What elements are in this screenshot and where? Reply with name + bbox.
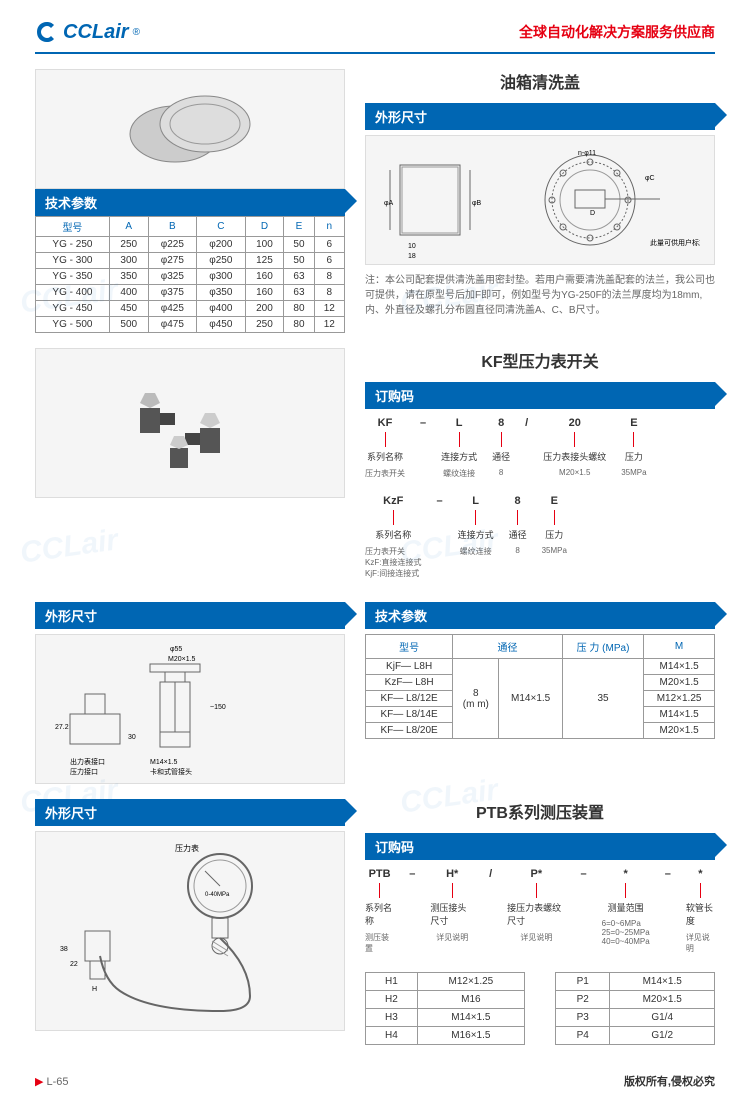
product-photo-cover [35, 69, 345, 189]
svg-text:φB: φB [472, 200, 482, 207]
logo-icon [35, 20, 59, 44]
page-footer: ▶ L-65 版权所有,侵权必究 [35, 1065, 715, 1089]
logo-text: CCLair [63, 21, 129, 44]
svg-text:φC: φC [645, 175, 655, 182]
svg-text:D: D [590, 210, 595, 217]
ptb-p-table: P1M14×1.5P2M20×1.5P3G1/4P4G1/2 [555, 972, 715, 1045]
order-code-kf1: KF系列名称压力表开关–L连接方式螺纹连接8通径8/20压力表接头螺纹M20×1… [365, 409, 715, 487]
kf-spec-table: 型号通径压 力 (MPa)M KjF— L8H8 (m m)M14×1.535M… [365, 634, 715, 739]
copyright: 版权所有,侵权必究 [624, 1073, 715, 1089]
svg-text:M14×1.5: M14×1.5 [150, 759, 178, 766]
product-photo-kf [35, 348, 345, 498]
svg-text:压力表: 压力表 [175, 843, 199, 853]
svg-text:10: 10 [408, 243, 416, 250]
order-header-2: 订购码 [365, 382, 715, 409]
dimension-diagram-3: 压力表 0-40MPa 38 22 H [35, 831, 345, 1031]
svg-text:φ55: φ55 [170, 646, 182, 653]
dimension-diagram-2: φ55 M20×1.5 ~150 27.2 30 出力表接口压力接口 M14×1.… [35, 634, 345, 784]
tagline: 全球自动化解决方案服务供应商 [519, 22, 715, 42]
logo: CCLair ® [35, 20, 140, 44]
tech-params-header: 技术参数 [35, 189, 345, 216]
page-number: ▶ L-65 [35, 1075, 69, 1088]
note-1: 注：本公司配套提供清洗盖用密封垫。若用户需要清洗盖配套的法兰，我公司也可提供，请… [365, 273, 715, 318]
section-title-1: 油箱清洗盖 [365, 69, 715, 93]
dim-header-2: 外形尺寸 [35, 602, 345, 629]
section-title-3: PTB系列测压装置 [365, 799, 715, 823]
svg-text:φA: φA [384, 200, 394, 207]
svg-text:38: 38 [60, 946, 68, 953]
logo-trademark: ® [133, 27, 140, 38]
order-header-3: 订购码 [365, 833, 715, 860]
svg-text:30: 30 [128, 734, 136, 741]
svg-text:~150: ~150 [210, 704, 226, 711]
yg-spec-table: 型号ABCDEn YG - 250250φ225φ200100506YG - 3… [35, 216, 345, 333]
svg-text:22: 22 [70, 961, 78, 968]
order-code-kf2: KzF系列名称压力表开关 KzF:直接连接式 KjF:间接连接式–L连接方式螺纹… [365, 487, 715, 587]
svg-text:出力表接口: 出力表接口 [70, 757, 105, 766]
svg-text:压力接口: 压力接口 [70, 767, 98, 776]
section-title-2: KF型压力表开关 [365, 348, 715, 372]
dim-header-3: 外形尺寸 [35, 799, 345, 826]
order-code-ptb: PTB系列名称测压装置–H*测压接头尺寸详见说明/P*接压力表螺纹尺寸详见说明–… [365, 860, 715, 962]
svg-text:0-40MPa: 0-40MPa [205, 892, 230, 898]
svg-text:H: H [92, 986, 97, 993]
svg-text:n-φ11: n-φ11 [578, 150, 596, 157]
ptb-h-table: H1M12×1.25H2M16H3M14×1.5H4M16×1.5 [365, 972, 525, 1045]
page-header: CCLair ® 全球自动化解决方案服务供应商 [35, 20, 715, 54]
svg-text:18: 18 [408, 253, 416, 260]
tech-header-2: 技术参数 [365, 602, 715, 629]
dimension-diagram-1: φA φB n-φ11 φC 此量可供用户标志 10 18 D [365, 135, 715, 265]
svg-text:此量可供用户标志: 此量可供用户标志 [650, 238, 700, 247]
dim-header-1: 外形尺寸 [365, 103, 715, 130]
svg-text:卡和式管接头: 卡和式管接头 [150, 767, 192, 776]
svg-text:M20×1.5: M20×1.5 [168, 656, 196, 663]
svg-text:27.2: 27.2 [55, 724, 69, 731]
